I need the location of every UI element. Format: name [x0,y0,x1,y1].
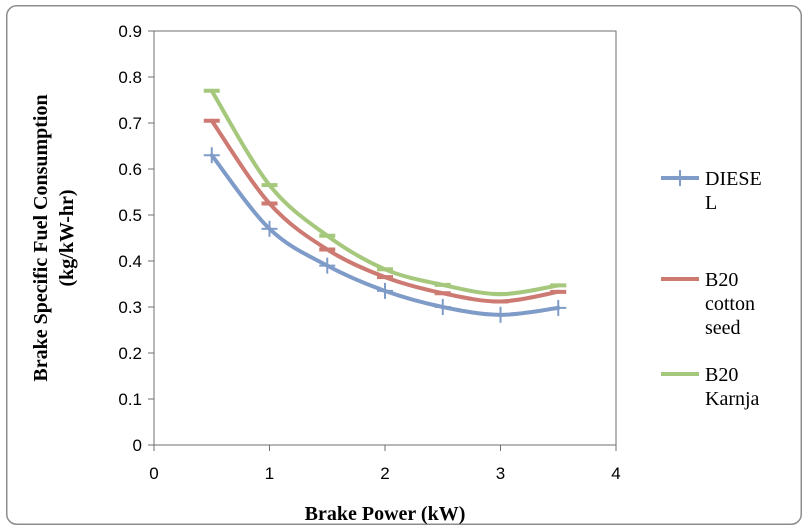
point-diesel-marker [492,306,509,323]
legend-label-b20-cotton-seed: seed [705,317,741,339]
y-tick-label: 0.6 [118,160,142,179]
x-axis: 0 1 2 3 4 [149,445,621,483]
y-axis-title-line-1: Brake Specific Fuel Consumption [30,94,52,381]
series-b20-karnja [203,88,567,297]
x-axis-title: Brake Power (kW) [305,503,466,525]
y-tick-label: 0.1 [118,390,142,409]
y-tick-label: 0.3 [118,298,142,317]
plot-area-border [153,30,617,446]
y-tick-label: 0.7 [118,114,142,133]
legend-label-diesel: DIESE [705,168,762,190]
x-tick-label: 0 [149,464,158,483]
series-layer [203,88,567,323]
point-diesel-marker [319,257,336,274]
x-tick-label: 1 [265,464,274,483]
y-tick-label: 0.5 [118,206,142,225]
point-diesel-marker [377,282,393,299]
point-diesel-marker [550,299,567,316]
legend-label-b20-karnja: Karnja [705,388,760,410]
legend-marker-diesel-marker [672,170,688,186]
y-tick-label: 0.9 [118,22,142,41]
point-diesel-marker [434,299,451,315]
chart-svg: 0 0.1 0.2 0.3 0.4 0.5 0.6 0.7 0.8 0.9 0 1 2 3 4 DIESE… [6,5,802,525]
y-axis-title-line-2: (kg/kW-hr) [56,189,78,286]
y-tick-label: 0 [133,436,142,455]
y-axis: 0 0.1 0.2 0.3 0.4 0.5 0.6 0.7 0.8 0.9 [118,22,154,455]
x-tick-label: 2 [380,464,389,483]
series-diesel [203,147,567,323]
legend-label-b20-cotton-seed: cotton [705,293,755,315]
x-tick-label: 4 [611,464,620,483]
y-tick-label: 0.2 [118,344,142,363]
point-diesel-marker [261,220,278,237]
series-b20-cotton-seed [203,118,567,304]
point-diesel-marker [203,147,220,164]
x-tick-label: 3 [496,464,505,483]
chart-frame: 0 0.1 0.2 0.3 0.4 0.5 0.6 0.7 0.8 0.9 0 1 2 3 4 DIESE… [6,5,802,525]
legend-label-diesel: L [705,192,717,214]
y-tick-label: 0.4 [118,252,142,271]
legend-label-b20-karnja: B20 [705,364,738,386]
y-tick-label: 0.8 [118,68,142,87]
legend-label-b20-cotton-seed: B20 [705,269,738,291]
